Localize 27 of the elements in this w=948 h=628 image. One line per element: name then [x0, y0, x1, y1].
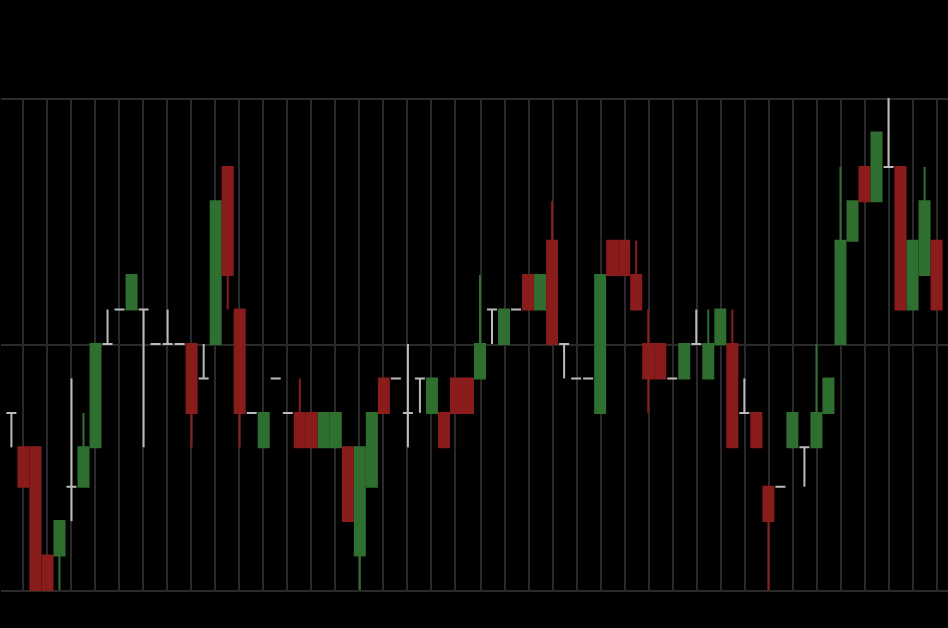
candlestick [413, 377, 426, 414]
candlestick [137, 308, 150, 449]
candlestick [882, 97, 895, 168]
candlestick [750, 411, 763, 449]
candlestick [425, 377, 438, 414]
candlestick [65, 377, 78, 523]
candlestick [401, 343, 414, 449]
candlestick [786, 411, 799, 449]
candlestick [678, 343, 691, 380]
candlestick [101, 308, 114, 345]
candlestick [690, 308, 703, 345]
candlestick [125, 274, 138, 311]
candlestick [5, 411, 18, 449]
candlestick [474, 274, 487, 380]
candlestick [738, 377, 751, 414]
candlestick [498, 308, 511, 345]
candlestick [377, 377, 390, 414]
candlestick [534, 274, 547, 311]
candlestick [558, 343, 571, 380]
candlestick [257, 411, 270, 449]
candlestick [798, 446, 811, 488]
candlestick [486, 308, 499, 345]
candlestick [762, 485, 775, 591]
candlestick [522, 274, 535, 311]
candlestick [858, 165, 871, 203]
candlestick [53, 520, 66, 591]
candlestick [197, 343, 210, 380]
